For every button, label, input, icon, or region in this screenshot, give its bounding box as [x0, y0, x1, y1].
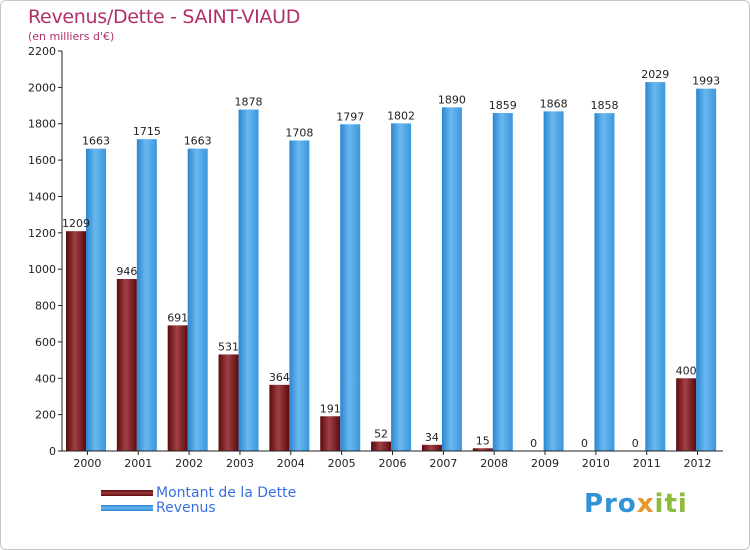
y-tick-label: 0	[49, 445, 56, 458]
bar-dette	[472, 448, 493, 451]
data-label-dette: 15	[476, 434, 490, 447]
data-label-revenus: 1993	[692, 75, 720, 88]
bar-revenus	[136, 139, 157, 451]
data-label-revenus: 1663	[184, 135, 212, 148]
y-tick-label: 200	[35, 409, 56, 422]
y-tick-label: 400	[35, 372, 56, 385]
x-tick-label: 2005	[328, 457, 356, 470]
x-tick-label: 2010	[582, 457, 610, 470]
bar-revenus	[86, 148, 106, 452]
x-tick-label: 2004	[277, 457, 305, 470]
bar-revenus	[238, 109, 259, 451]
bar-dette	[167, 325, 188, 451]
bar-dette	[320, 416, 341, 451]
bar-dette	[116, 279, 137, 451]
bar-dette	[676, 378, 697, 451]
bar-dette	[218, 354, 239, 451]
y-tick-label: 1800	[28, 118, 56, 131]
bar-revenus	[594, 113, 615, 451]
data-label-dette: 1209	[62, 217, 90, 230]
bar-series	[66, 82, 717, 452]
x-tick-label: 2006	[379, 457, 407, 470]
data-label-dette: 691	[167, 311, 188, 324]
data-label-dette: 52	[374, 428, 388, 441]
data-label-dette: 531	[218, 340, 239, 353]
x-tick-label: 2007	[429, 457, 457, 470]
legend-swatch-dette	[101, 490, 153, 496]
x-tick-label: 2012	[684, 457, 712, 470]
chart-title: Revenus/Dette - SAINT-VIAUD	[28, 6, 301, 28]
x-tick-label: 2003	[226, 457, 254, 470]
x-tick-label: 2011	[633, 457, 661, 470]
bar-dette	[269, 384, 290, 451]
legend-swatch-revenus	[101, 505, 153, 511]
data-label-dette: 946	[116, 265, 137, 278]
legend-label-dette: Montant de la Dette	[156, 485, 297, 501]
x-tick-label: 2000	[73, 457, 101, 470]
logo-part-3: iti	[654, 489, 688, 519]
data-label-dette: 0	[530, 437, 537, 450]
legend-label-revenus: Revenus	[156, 500, 216, 516]
chart-subtitle: (en milliers d'€)	[28, 30, 115, 43]
data-label-dette: 191	[320, 402, 341, 415]
data-label-dette: 34	[425, 431, 439, 444]
data-label-revenus: 1797	[336, 110, 364, 123]
y-tick-label: 1200	[28, 227, 56, 240]
data-labels: 1209 1663 946 1715 691 1663 531 1878 364 1708 191 1…	[62, 68, 720, 450]
logo-part-2: x	[636, 489, 655, 519]
bar-revenus	[441, 107, 462, 451]
data-label-dette: 364	[269, 371, 290, 384]
y-tick-label: 1600	[28, 154, 56, 167]
x-tick-label: 2001	[124, 457, 152, 470]
proxiti-logo: Proxiti	[584, 489, 688, 519]
x-tick-label: 2008	[480, 457, 508, 470]
y-tick-label: 600	[35, 336, 56, 349]
data-label-dette: 0	[632, 437, 639, 450]
bar-revenus	[696, 88, 717, 452]
y-tick-label: 2200	[28, 45, 56, 58]
bar-revenus	[340, 124, 361, 451]
x-tick-label: 2002	[175, 457, 203, 470]
data-label-revenus: 1878	[235, 96, 263, 109]
logo-part-1: Pro	[584, 489, 637, 519]
data-label-revenus: 1708	[285, 126, 313, 139]
y-tick-label: 1000	[28, 263, 56, 276]
bar-revenus	[645, 82, 666, 451]
y-tick-label: 2000	[28, 81, 56, 94]
data-label-revenus: 2029	[641, 68, 669, 81]
y-tick-label: 1400	[28, 190, 56, 203]
y-axis-ticks: 0 200 400 600 800 1000 1200 1400 1600 1800 2000 220…	[28, 45, 62, 458]
x-axis-ticks: 2000 2001 2002 2003 2004 2005 2006 2007 2008 2009…	[73, 451, 712, 470]
x-tick-label: 2009	[531, 457, 559, 470]
data-label-revenus: 1868	[540, 97, 568, 110]
data-label-revenus: 1859	[489, 99, 517, 112]
bar-revenus	[289, 140, 310, 452]
bar-revenus	[492, 113, 513, 451]
bar-revenus	[187, 148, 208, 452]
data-label-dette: 0	[581, 437, 588, 450]
data-label-revenus: 1802	[387, 109, 415, 122]
bar-dette	[421, 444, 442, 451]
data-label-revenus: 1890	[438, 93, 466, 106]
bar-revenus	[543, 111, 564, 451]
data-label-revenus: 1663	[82, 135, 110, 148]
bar-revenus	[391, 123, 412, 451]
data-label-revenus: 1715	[133, 125, 161, 138]
data-label-dette: 400	[676, 364, 697, 377]
bar-dette	[66, 231, 86, 451]
bar-dette	[371, 441, 392, 451]
data-label-revenus: 1858	[590, 99, 618, 112]
y-tick-label: 800	[35, 300, 56, 313]
